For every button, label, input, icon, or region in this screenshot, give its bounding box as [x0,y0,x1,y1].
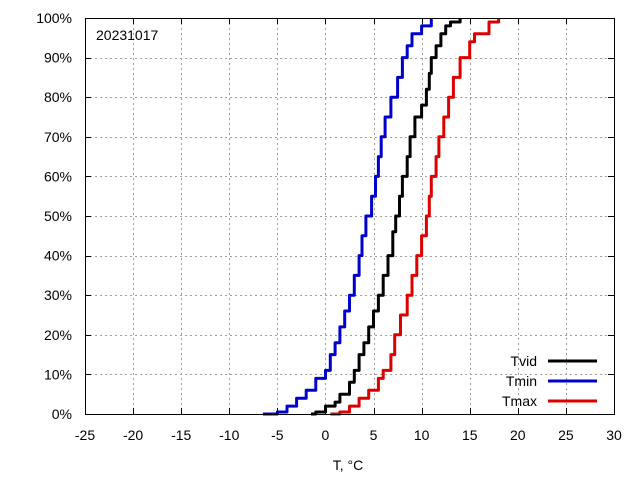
x-tick-label: -15 [171,427,191,443]
legend: Tvid Tmin Tmax [502,353,597,409]
series-line-tmax [330,18,501,416]
x-tick-label: 0 [322,427,330,443]
x-axis-title: T, °C [333,457,364,473]
legend-label-tmin: Tmin [506,373,537,389]
x-tick-label: 15 [462,427,478,443]
legend-label-tvid: Tvid [511,353,537,369]
y-tick-label: 90% [44,50,72,66]
y-tick-label: 40% [44,248,72,264]
series-line-tmin [262,18,433,416]
x-tick-label: -25 [75,427,95,443]
x-tick-label: 20 [510,427,526,443]
x-tick-label: 30 [606,427,622,443]
x-tick-label: -10 [219,427,239,443]
series-lines [262,18,501,416]
y-tick-label: 0% [52,406,72,422]
y-tick-label: 100% [36,10,72,26]
y-tick-label: 70% [44,129,72,145]
x-tick-label: -20 [123,427,143,443]
y-tick-label: 60% [44,168,72,184]
grid [85,18,614,414]
y-tick-label: 80% [44,89,72,105]
x-tick-label: 10 [414,427,430,443]
y-tick-label: 30% [44,287,72,303]
x-tick-label: 5 [370,427,378,443]
series-line-tvid [311,18,462,416]
y-tick-label: 50% [44,208,72,224]
tick-marks [85,18,615,415]
x-tick-label: -5 [271,427,284,443]
y-tick-label: 10% [44,366,72,382]
x-tick-label: 25 [558,427,574,443]
chart-annotation: 20231017 [96,27,159,43]
y-tick-labels: 0% 10% 20% 30% 40% 50% 60% 70% 80% 90% 100% [36,10,72,422]
legend-label-tmax: Tmax [502,393,537,409]
x-tick-labels: -25 -20 -15 -10 -5 0 5 10 15 20 25 30 [75,427,622,443]
y-tick-label: 20% [44,327,72,343]
